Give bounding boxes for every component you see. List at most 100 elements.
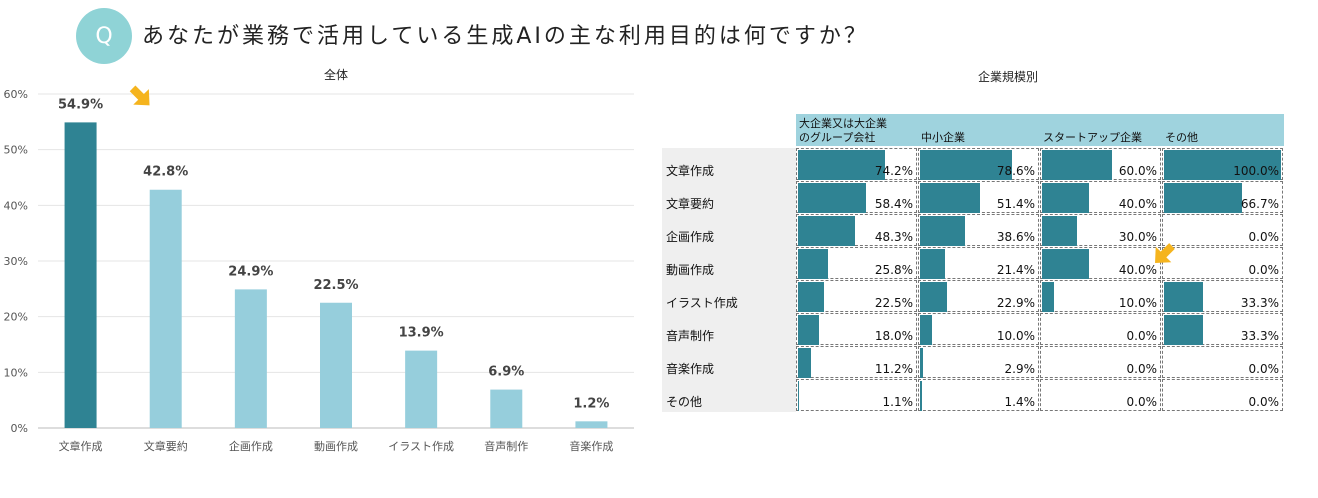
cell-value: 21.4% bbox=[996, 263, 1035, 277]
cell-value: 40.0% bbox=[1118, 197, 1157, 211]
table-cell: 0.0% bbox=[1162, 379, 1283, 411]
cell-value: 18.0% bbox=[874, 329, 913, 343]
company-size-table-title: 企業規模別 bbox=[978, 70, 1039, 84]
bar bbox=[149, 189, 182, 428]
cell-value: 11.2% bbox=[874, 362, 913, 376]
table-cell: 10.0% bbox=[1040, 280, 1161, 312]
row-label: 文章作成 bbox=[662, 148, 796, 181]
y-tick-label: 60% bbox=[4, 88, 28, 101]
column-header: スタートアップ企業 bbox=[1043, 114, 1142, 163]
cell-value: 10.0% bbox=[1118, 296, 1157, 310]
table-header bbox=[796, 114, 1284, 146]
data-bar bbox=[798, 183, 867, 213]
cell-value: 74.2% bbox=[874, 164, 913, 178]
data-bar bbox=[798, 150, 885, 180]
table-cell: 1.4% bbox=[918, 379, 1039, 411]
row-label: 音声制作 bbox=[662, 313, 796, 346]
data-bar bbox=[1164, 150, 1281, 180]
cell-value: 30.0% bbox=[1118, 230, 1157, 244]
column-header-line: その他 bbox=[1165, 131, 1198, 144]
row-label-text: 文章要約 bbox=[666, 197, 715, 211]
table-cell: 0.0% bbox=[1040, 379, 1161, 411]
table-row: 音楽作成 11.2% 2.9% 0.0% 0.0% bbox=[662, 346, 1284, 379]
data-bar bbox=[920, 348, 924, 378]
cell-value: 66.7% bbox=[1240, 197, 1279, 211]
data-bar bbox=[1164, 183, 1243, 213]
x-tick-label: 音楽作成 bbox=[569, 439, 613, 453]
table-cell: 100.0% bbox=[1162, 148, 1283, 180]
data-bar bbox=[798, 216, 855, 246]
row-label-text: イラスト作成 bbox=[666, 296, 738, 310]
row-label-text: 動画作成 bbox=[666, 263, 715, 277]
bar-value-label: 1.2% bbox=[573, 396, 609, 411]
cell-value: 22.5% bbox=[874, 296, 913, 310]
bar bbox=[320, 302, 352, 428]
row-label-text: その他 bbox=[666, 395, 703, 409]
cell-value: 33.3% bbox=[1240, 296, 1279, 310]
data-bar bbox=[798, 249, 829, 279]
cell-value: 40.0% bbox=[1118, 263, 1157, 277]
row-label: 文章要約 bbox=[662, 181, 796, 214]
data-bar bbox=[1042, 216, 1078, 246]
data-bar bbox=[920, 249, 946, 279]
table-cell: 0.0% bbox=[1040, 346, 1161, 378]
data-bar bbox=[1164, 282, 1203, 312]
bar-value-label: 42.8% bbox=[143, 165, 188, 180]
data-bar bbox=[920, 315, 932, 345]
x-tick-label: 企画作成 bbox=[229, 439, 273, 453]
row-label: 音楽作成 bbox=[662, 346, 796, 379]
table-cell: 25.8% bbox=[796, 247, 917, 279]
row-label-text: 企画作成 bbox=[666, 230, 715, 244]
cell-value: 38.6% bbox=[996, 230, 1035, 244]
cell-value: 78.6% bbox=[996, 164, 1035, 178]
data-bar bbox=[798, 315, 820, 345]
data-bar bbox=[920, 216, 966, 246]
table-cell: 48.3% bbox=[796, 214, 917, 246]
data-bar bbox=[1042, 249, 1089, 279]
table-row: 文章作成 74.2% 78.6% 60.0% 100.0% bbox=[662, 148, 1284, 181]
bar-value-label: 6.9% bbox=[488, 365, 524, 380]
y-tick-label: 20% bbox=[4, 311, 28, 324]
row-label: イラスト作成 bbox=[662, 280, 796, 313]
cell-value: 51.4% bbox=[996, 197, 1035, 211]
chart-title: 全体 bbox=[324, 67, 348, 82]
column-header: 大企業又は大企業 のグループ会社 bbox=[799, 114, 887, 149]
x-tick-label: 文章作成 bbox=[59, 439, 103, 453]
data-bar bbox=[920, 183, 981, 213]
bar bbox=[405, 350, 438, 428]
table-cell: 22.5% bbox=[796, 280, 917, 312]
table-cell: 10.0% bbox=[918, 313, 1039, 345]
cell-value: 100.0% bbox=[1233, 164, 1279, 178]
column-header-line: スタートアップ企業 bbox=[1043, 131, 1142, 144]
cell-value: 10.0% bbox=[996, 329, 1035, 343]
column-header-line: 中小企業 bbox=[921, 131, 965, 144]
cell-value: 0.0% bbox=[1248, 230, 1280, 244]
question-badge: Q bbox=[76, 8, 132, 64]
x-tick-label: イラスト作成 bbox=[388, 440, 454, 453]
row-label: その他 bbox=[662, 379, 796, 412]
cell-value: 1.1% bbox=[882, 395, 914, 409]
cell-value: 33.3% bbox=[1240, 329, 1279, 343]
bar bbox=[575, 421, 608, 428]
table-cell: 0.0% bbox=[1162, 346, 1283, 378]
cell-value: 0.0% bbox=[1248, 395, 1280, 409]
row-label-text: 文章作成 bbox=[666, 164, 715, 178]
table-cell: 40.0% bbox=[1040, 181, 1161, 213]
table-cell: 21.4% bbox=[918, 247, 1039, 279]
cell-value: 2.9% bbox=[1004, 362, 1036, 376]
highlight-arrow-shape bbox=[129, 85, 150, 106]
row-label-text: 音楽作成 bbox=[666, 362, 715, 376]
table-row: イラスト作成 22.5% 22.9% 10.0% 33.3% bbox=[662, 280, 1284, 313]
table-cell: 0.0% bbox=[1040, 313, 1161, 345]
table-row: 音声制作 18.0% 10.0% 0.0% 33.3% bbox=[662, 313, 1284, 346]
table-row: 企画作成 48.3% 38.6% 30.0% 0.0% bbox=[662, 214, 1284, 247]
data-bar bbox=[920, 150, 1012, 180]
cell-value: 0.0% bbox=[1126, 395, 1158, 409]
y-tick-label: 50% bbox=[4, 144, 28, 157]
table-cell: 58.4% bbox=[796, 181, 917, 213]
table-cell: 22.9% bbox=[918, 280, 1039, 312]
cell-value: 58.4% bbox=[874, 197, 913, 211]
table-cell: 1.1% bbox=[796, 379, 917, 411]
table-cell: 78.6% bbox=[918, 148, 1039, 180]
question-title: あなたが業務で活用している生成AIの主な利用目的は何ですか？ bbox=[142, 24, 869, 49]
